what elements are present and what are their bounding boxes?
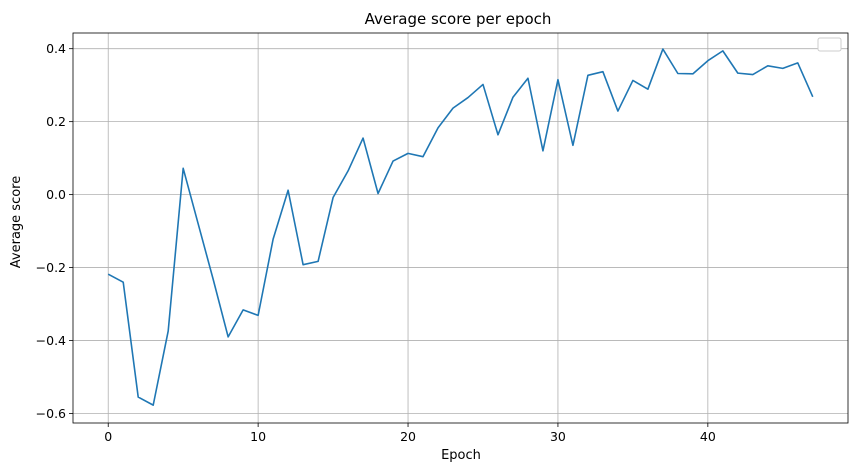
axes: 0 10 20 30 40 −0.6 −0.4 −0.2 0.0 0.2 0.4 (36, 41, 716, 444)
series-line (107, 48, 814, 406)
y-tick-label: 0.0 (46, 187, 66, 202)
chart-title: Average score per epoch (365, 10, 552, 28)
series-layer (107, 48, 814, 406)
legend (817, 37, 842, 52)
x-tick-label: 20 (400, 429, 416, 444)
x-tick-label: 10 (250, 429, 266, 444)
y-tick-label: 0.4 (46, 41, 66, 56)
x-axis-title: Epoch (441, 448, 481, 463)
grid (73, 33, 848, 423)
axes-frame (72, 32, 849, 424)
y-tick-label: −0.4 (36, 333, 66, 348)
y-axis-title: Average score (9, 176, 24, 268)
y-tick-label: −0.6 (36, 406, 66, 421)
x-tick-label: 30 (550, 429, 566, 444)
x-tick-label: 40 (700, 429, 716, 444)
x-tick-label: 0 (104, 429, 112, 444)
legend-box (817, 37, 842, 52)
y-tick-label: −0.2 (36, 260, 66, 275)
y-tick-label: 0.2 (46, 114, 66, 129)
plot-frame (72, 32, 849, 424)
